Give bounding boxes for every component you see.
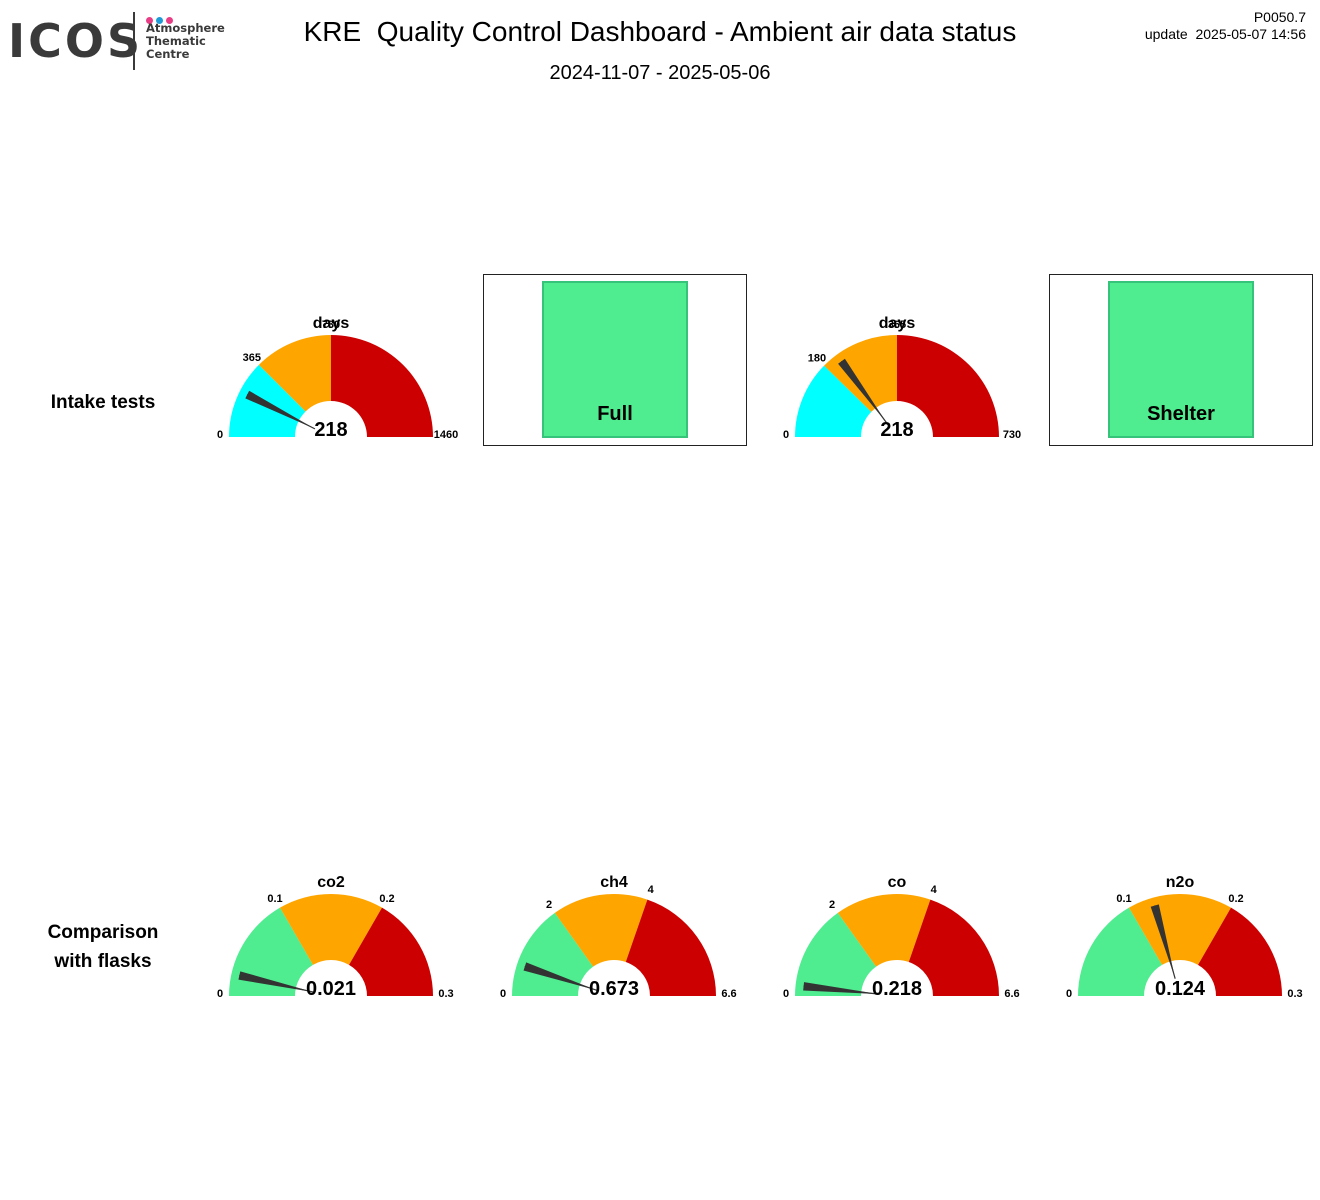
gauge-min-label: 0 [783,988,789,1000]
logo-dot [156,17,163,24]
gauge-min-label: 0 [217,429,223,441]
gauge-needle-line [840,360,887,423]
gauge-band-green [512,912,594,996]
gauge-band-cyan [229,364,306,437]
gauge-needle-line [246,393,316,430]
gauge-tick-label: 0.1 [1116,893,1131,905]
status-box-intake-location: Shelter [1049,274,1313,446]
gauge-tick-label: 180 [808,353,826,365]
gauge-band-orange [258,335,331,412]
gauge-band-orange [824,335,897,412]
gauge-band-red [897,335,999,437]
status-box-intake-type: Full [483,274,747,446]
gauge-band-red [331,335,433,437]
gauge-value: 0.124 [1155,978,1206,1000]
logo-subtitle-line: Centre [146,47,190,61]
gauge-needle-line [524,965,598,991]
gauge-band-green [1078,907,1162,996]
logo-dots [146,11,176,24]
date-range: 2024-11-07 - 2025-05-06 [549,62,771,84]
gauge-max-label: 6.6 [721,988,736,1000]
gauge-needle-line [1154,905,1176,979]
gauge-min-label: 0 [217,988,223,1000]
gauge-min-label: 0 [500,988,506,1000]
gauge-tick-label: 365 [243,352,261,364]
gauge-needle [523,962,597,991]
gauge-max-label: 1460 [434,429,458,441]
logo-subtitle-line: Atmosphere [146,21,225,35]
gauge-max-label: 730 [1003,429,1021,441]
gauge-value: 218 [314,419,347,441]
logo-subtitle-line: Thematic [146,34,206,48]
gauge-band-green [229,907,313,996]
gauge-max-label: 0.3 [1287,988,1302,1000]
gauge-tick-label: 0.2 [379,893,394,905]
row-label-line: with flasks [54,951,152,972]
gauge-value: 218 [880,419,913,441]
gauge-title: co [888,874,907,891]
logo-text: ICOS [8,14,144,68]
gauge-min-label: 0 [783,429,789,441]
logo-subtitle: Atmosphere Thematic Centre [146,22,225,61]
logo-dot [166,17,173,24]
gauge-min-label: 0 [1066,988,1072,1000]
status-label: Full [597,403,633,425]
gauge-value: 0.021 [306,978,356,1000]
logo-dot [146,17,153,24]
gauge-band-green [795,912,877,996]
gauge-band-orange [554,894,648,967]
gauge-needle [1150,904,1176,979]
status-fill [1108,281,1254,438]
gauge-tick-label: 365 [888,319,906,331]
row-label-comparison: Comparison with flasks [18,918,188,976]
gauge-max-label: 6.6 [1004,988,1019,1000]
gauge-needle-line [239,974,314,993]
page-meta: P0050.7 update 2025-05-07 14:56 [1145,9,1306,43]
gauge-band-orange [837,894,931,967]
update-timestamp: update 2025-05-07 14:56 [1144,26,1306,42]
gauge-title: days [313,315,350,332]
row-label-intake-tests: Intake tests [18,388,188,417]
gauge-tick-label: 4 [931,884,938,896]
gauge-tick-label: 730 [322,319,340,331]
gauge-title: ch4 [600,874,628,891]
gauge-band-red [908,899,999,996]
gauge-title: n2o [1166,874,1195,891]
status-label: Shelter [1147,403,1215,425]
page-code: P0050.7 [1253,9,1306,25]
gauge-band-orange [280,893,382,965]
gauge-band-red [1198,907,1282,996]
gauge-tick-label: 4 [648,884,655,896]
gauge-tick-label: 2 [546,899,552,911]
logo-divider [133,12,135,70]
gauge-needle [238,971,314,993]
row-label-line: Comparison [47,922,159,943]
gauge-tick-label: 0.2 [1228,893,1243,905]
gauge-tick-label: 2 [829,899,835,911]
icos-logo: ICOS Atmosphere Thematic Centre [8,10,225,74]
gauge-needle [803,982,880,995]
gauge-needle-line [803,985,880,995]
gauge-value: 0.218 [872,978,922,1000]
gauge-band-red [625,899,716,996]
page-title: KRE Quality Control Dashboard - Ambient … [303,16,1017,47]
gauge-needle [245,390,315,429]
gauge-title: co2 [317,874,345,891]
status-fill [542,281,688,438]
gauge-title: days [879,315,916,332]
gauge-max-label: 0.3 [438,988,453,1000]
gauge-band-cyan [795,365,872,437]
gauge-band-red [349,907,433,996]
gauge-tick-label: 0.1 [267,893,282,905]
row-label-line: Intake tests [50,392,156,413]
gauge-value: 0.673 [589,978,639,1000]
